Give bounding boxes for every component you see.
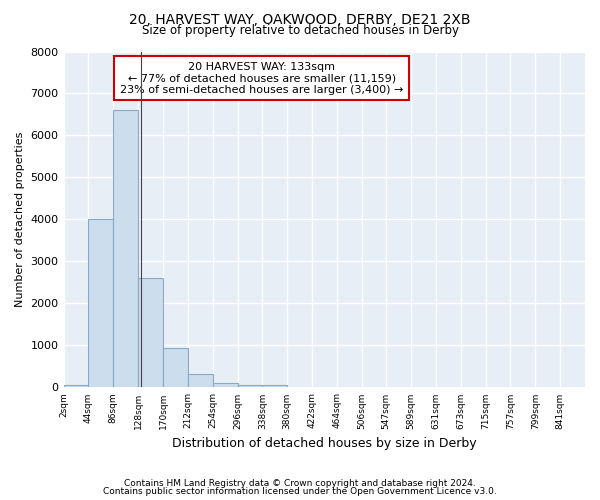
Y-axis label: Number of detached properties: Number of detached properties bbox=[15, 132, 25, 307]
Text: Size of property relative to detached houses in Derby: Size of property relative to detached ho… bbox=[142, 24, 458, 37]
Bar bbox=[113, 110, 138, 388]
X-axis label: Distribution of detached houses by size in Derby: Distribution of detached houses by size … bbox=[172, 437, 476, 450]
Bar bbox=[163, 348, 188, 388]
Bar bbox=[262, 385, 287, 388]
Bar bbox=[88, 220, 113, 388]
Bar bbox=[138, 278, 163, 388]
Bar bbox=[238, 385, 262, 388]
Text: Contains HM Land Registry data © Crown copyright and database right 2024.: Contains HM Land Registry data © Crown c… bbox=[124, 478, 476, 488]
Bar bbox=[188, 374, 212, 388]
Text: 20, HARVEST WAY, OAKWOOD, DERBY, DE21 2XB: 20, HARVEST WAY, OAKWOOD, DERBY, DE21 2X… bbox=[129, 12, 471, 26]
Text: 20 HARVEST WAY: 133sqm
← 77% of detached houses are smaller (11,159)
23% of semi: 20 HARVEST WAY: 133sqm ← 77% of detached… bbox=[120, 62, 403, 95]
Bar bbox=[212, 383, 238, 388]
Text: Contains public sector information licensed under the Open Government Licence v3: Contains public sector information licen… bbox=[103, 487, 497, 496]
Bar bbox=[64, 385, 88, 388]
